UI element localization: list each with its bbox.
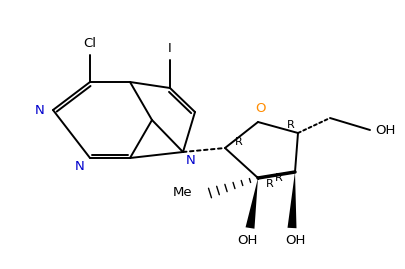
Text: N: N bbox=[186, 154, 196, 167]
Text: O: O bbox=[255, 102, 265, 115]
Text: R: R bbox=[287, 120, 295, 130]
Text: Me: Me bbox=[173, 186, 192, 200]
Text: R: R bbox=[235, 137, 243, 147]
Text: Cl: Cl bbox=[83, 37, 96, 50]
Polygon shape bbox=[288, 172, 296, 228]
Text: N: N bbox=[35, 104, 45, 116]
Text: R: R bbox=[275, 173, 283, 183]
Text: OH: OH bbox=[285, 234, 305, 247]
Text: OH: OH bbox=[375, 123, 395, 136]
Text: R: R bbox=[266, 179, 274, 189]
Text: N: N bbox=[75, 160, 85, 173]
Text: OH: OH bbox=[237, 234, 257, 247]
Polygon shape bbox=[245, 178, 258, 229]
Text: I: I bbox=[168, 42, 172, 55]
